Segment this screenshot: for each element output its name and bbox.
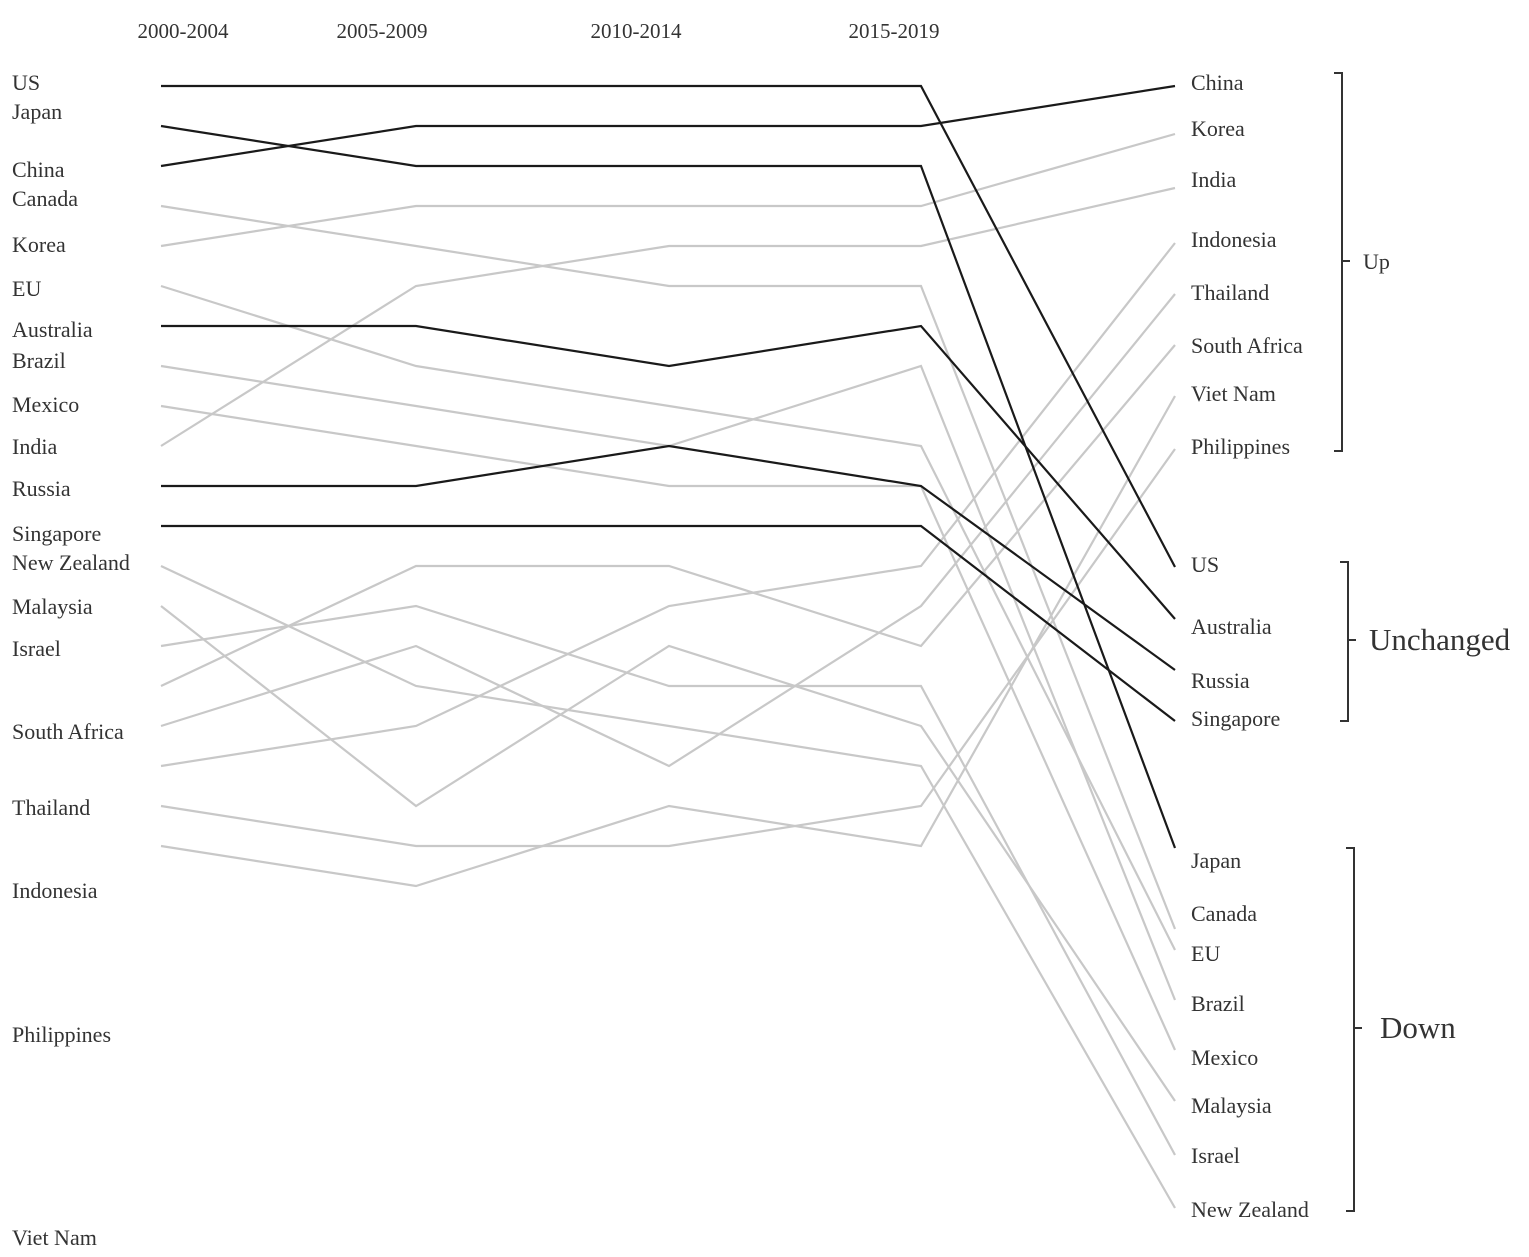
end-label-australia: Australia [1191,614,1272,639]
group-label-up: Up [1363,249,1390,274]
start-label-korea: Korea [12,232,66,257]
end-label-us: US [1191,552,1219,577]
end-label-philippines: Philippines [1191,434,1290,459]
start-label-singapore: Singapore [12,521,101,546]
series-line-singapore [161,524,1176,722]
bracket-unchanged [1340,561,1356,722]
start-label-new-zealand: New Zealand [12,550,130,575]
series-lines-highlight [160,84,1177,849]
series-line-korea [160,132,1176,248]
end-label-russia: Russia [1191,668,1250,693]
end-label-korea: Korea [1191,116,1245,141]
group-label-unchanged: Unchanged [1369,622,1511,657]
start-label-philippines: Philippines [12,1022,111,1047]
start-label-thailand: Thailand [12,795,90,820]
series-line-malaysia [160,605,1176,1102]
start-labels: US Japan China Canada Korea EU Australia Brazil… [12,70,130,1250]
start-label-eu: EU [12,276,41,301]
end-label-india: India [1191,167,1236,192]
series-line-russia [161,444,1176,671]
series-line-viet-nam [160,395,1176,888]
series-line-indonesia [160,242,1176,768]
end-label-japan: Japan [1191,848,1241,873]
period-label-2015-2019: 2015-2019 [849,19,940,43]
start-label-south-africa: South Africa [12,719,124,744]
start-label-indonesia: Indonesia [12,878,98,903]
start-label-russia: Russia [12,476,71,501]
start-label-viet-nam: Viet Nam [12,1225,97,1250]
period-labels: 2000-2004 2005-2009 2010-2014 2015-2019 [138,19,940,43]
start-label-brazil: Brazil [12,348,66,373]
end-label-indonesia: Indonesia [1191,227,1277,252]
series-line-china [160,84,1176,168]
series-line-india [160,186,1176,447]
series-line-australia [161,324,1176,620]
series-line-brazil [160,364,1177,1001]
group-label-down: Down [1380,1010,1456,1045]
end-label-viet-nam: Viet Nam [1191,381,1276,406]
series-lines-muted [160,132,1177,1209]
start-label-malaysia: Malaysia [12,594,93,619]
start-label-mexico: Mexico [12,392,79,417]
end-label-israel: Israel [1191,1143,1240,1168]
start-label-canada: Canada [12,186,78,211]
group-brackets: Up Unchanged Down [1334,72,1511,1212]
end-label-south-africa: South Africa [1191,333,1303,358]
series-line-new-zealand [160,565,1176,1209]
bracket-down [1346,847,1362,1212]
start-label-australia: Australia [12,317,93,342]
end-label-thailand: Thailand [1191,280,1269,305]
start-label-china: China [12,157,65,182]
start-label-japan: Japan [12,99,62,124]
start-label-india: India [12,434,57,459]
series-line-philippines [160,448,1176,848]
end-label-mexico: Mexico [1191,1045,1258,1070]
end-label-malaysia: Malaysia [1191,1093,1272,1118]
start-label-us: US [12,70,40,95]
series-line-israel [160,604,1176,1156]
end-label-new-zealand: New Zealand [1191,1197,1309,1222]
end-label-canada: Canada [1191,901,1257,926]
end-label-eu: EU [1191,941,1220,966]
end-label-singapore: Singapore [1191,706,1280,731]
series-line-south-africa [160,344,1176,687]
bracket-up [1334,72,1350,452]
series-line-japan [160,124,1177,849]
series-line-us [161,84,1176,568]
period-label-2000-2004: 2000-2004 [138,19,229,43]
start-label-israel: Israel [12,636,61,661]
period-label-2005-2009: 2005-2009 [337,19,428,43]
series-line-canada [160,204,1177,930]
series-line-mexico [160,404,1177,1051]
end-labels: US Japan China Canada Korea EU Australia Brazil… [1191,70,1309,1222]
end-label-china: China [1191,70,1244,95]
series-line-thailand [160,293,1176,768]
end-label-brazil: Brazil [1191,991,1245,1016]
period-label-2010-2014: 2010-2014 [591,19,682,43]
